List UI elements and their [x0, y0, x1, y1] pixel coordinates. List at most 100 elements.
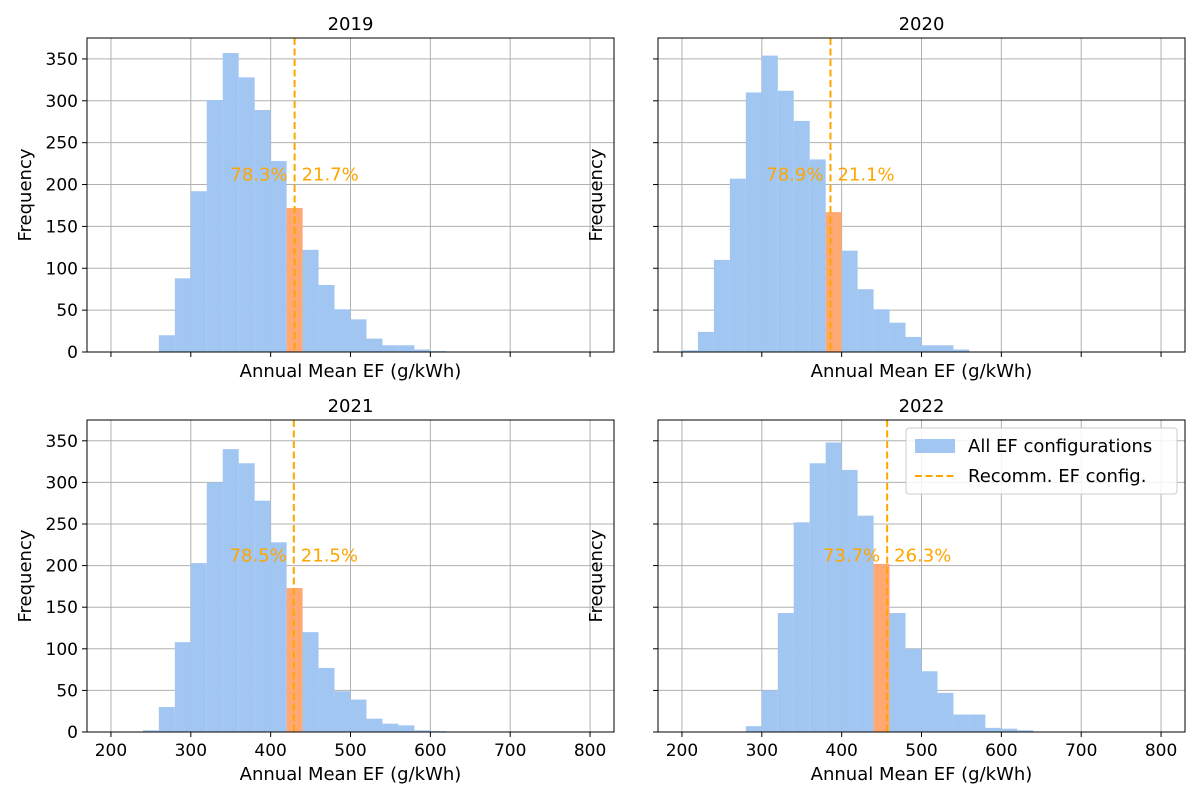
- x-tick-label: 800: [574, 741, 606, 761]
- histogram-bar: [334, 309, 351, 352]
- histogram-bar: [142, 730, 159, 732]
- y-axis-label: Frequency: [15, 148, 36, 241]
- panel-2019: 78.3% 21.7% 0 50 100 150 200 250 300 350 2019 Annua…: [15, 14, 615, 382]
- histogram-bar: [222, 449, 239, 732]
- x-axis-label: Annual Mean EF (g/kWh): [811, 764, 1033, 785]
- histogram-bar: [905, 336, 922, 352]
- panel-2022: 73.7% 26.3% 200 300 400 500 600 700 800 2022 Annua…: [586, 396, 1186, 785]
- histogram-bar: [254, 110, 271, 352]
- y-tick-label: 50: [56, 301, 78, 321]
- y-tick-label: 350: [46, 432, 78, 452]
- y-tick-label: 250: [46, 134, 78, 154]
- histogram-bar: [1017, 730, 1034, 732]
- histogram-bar: [953, 349, 970, 352]
- histogram-bars: [681, 55, 970, 352]
- pct-below-label: 73.7%: [823, 546, 880, 567]
- histogram-bar: [270, 542, 287, 732]
- y-axis-label: Frequency: [586, 148, 607, 241]
- highlight-bar: [873, 563, 890, 732]
- y-tick-label: 100: [46, 259, 78, 279]
- x-tick-label: 300: [746, 741, 778, 761]
- y-tick-label: 0: [67, 343, 78, 363]
- histogram-bar: [318, 667, 335, 732]
- pct-below-label: 78.3%: [230, 164, 287, 185]
- histogram-bar: [761, 55, 778, 352]
- histogram-bar: [302, 632, 319, 732]
- histogram-bar: [937, 692, 954, 732]
- histogram-bar: [206, 482, 223, 732]
- y-tick-label: 350: [46, 50, 78, 70]
- histogram-bar: [841, 469, 858, 732]
- pct-above-label: 21.7%: [302, 164, 359, 185]
- legend: All EF configurations Recomm. EF config.: [905, 427, 1178, 495]
- y-tick-label: 300: [46, 473, 78, 493]
- histogram-bar: [905, 648, 922, 732]
- panel-title: 2021: [328, 396, 374, 417]
- histogram-bar: [777, 90, 794, 352]
- panel-title: 2022: [899, 396, 945, 417]
- histogram-bar: [937, 345, 954, 352]
- y-tick-label: 200: [46, 176, 78, 196]
- histogram-bar: [809, 463, 826, 732]
- histogram-bar: [334, 691, 351, 732]
- histogram-bar: [889, 613, 906, 732]
- x-axis-label: Annual Mean EF (g/kWh): [811, 361, 1033, 382]
- histogram-bar: [793, 120, 810, 352]
- y-tick-label: 250: [46, 515, 78, 535]
- x-tick-label: 700: [1065, 741, 1097, 761]
- histogram-bar: [921, 671, 938, 732]
- pct-above-label: 21.5%: [301, 546, 358, 567]
- histogram-bar: [350, 699, 367, 732]
- histogram-bar: [793, 522, 810, 732]
- histogram-bar: [398, 725, 415, 732]
- histogram-bar: [350, 319, 367, 352]
- histogram-bar: [809, 159, 826, 352]
- histogram-bar: [745, 726, 762, 732]
- histogram-bar: [681, 350, 698, 352]
- tick-marks: [653, 440, 1162, 737]
- histogram-bar: [254, 500, 271, 732]
- y-tick-label: 150: [46, 217, 78, 237]
- histogram-bar: [857, 515, 874, 732]
- histogram-bar: [873, 309, 890, 352]
- y-tick-label: 200: [46, 557, 78, 577]
- x-tick-label: 600: [414, 741, 446, 761]
- tick-marks: [653, 58, 1162, 357]
- legend-frame: [905, 427, 1178, 495]
- tick-marks: [82, 58, 591, 357]
- pct-above-label: 26.3%: [894, 546, 951, 567]
- grid-lines: [87, 38, 614, 353]
- panel-title: 2019: [328, 14, 374, 35]
- x-tick-label: 300: [175, 741, 207, 761]
- grid-lines: [87, 420, 614, 733]
- y-tick-label: 0: [67, 723, 78, 743]
- histogram-bar: [889, 322, 906, 352]
- histogram-bar: [174, 642, 191, 732]
- histogram-bar: [953, 714, 970, 732]
- histogram-bar: [1001, 728, 1018, 732]
- x-tick-label: 500: [334, 741, 366, 761]
- y-axis-label: Frequency: [586, 529, 607, 622]
- histogram-bar: [382, 345, 399, 352]
- histogram-bar: [190, 563, 207, 732]
- pct-below-label: 78.5%: [230, 546, 287, 567]
- histogram-bar: [270, 161, 287, 352]
- histogram-bar: [777, 613, 794, 732]
- x-tick-label: 700: [494, 741, 526, 761]
- x-tick-label: 800: [1145, 741, 1177, 761]
- legend-swatch-patch: [915, 439, 955, 453]
- y-tick-label: 300: [46, 92, 78, 112]
- x-axis-label: Annual Mean EF (g/kWh): [240, 361, 462, 382]
- histogram-bar: [729, 178, 746, 352]
- histogram-bar: [238, 463, 255, 732]
- histogram-bar: [713, 259, 730, 352]
- x-axis-label: Annual Mean EF (g/kWh): [240, 764, 462, 785]
- histogram-bars: [158, 53, 447, 352]
- histogram-bar: [366, 338, 383, 352]
- histogram-bar: [318, 285, 335, 352]
- histogram-bar: [745, 92, 762, 352]
- pct-below-label: 78.9%: [766, 164, 823, 185]
- tick-marks: [82, 440, 591, 737]
- histogram-bar: [857, 289, 874, 352]
- histogram-bar: [414, 349, 431, 352]
